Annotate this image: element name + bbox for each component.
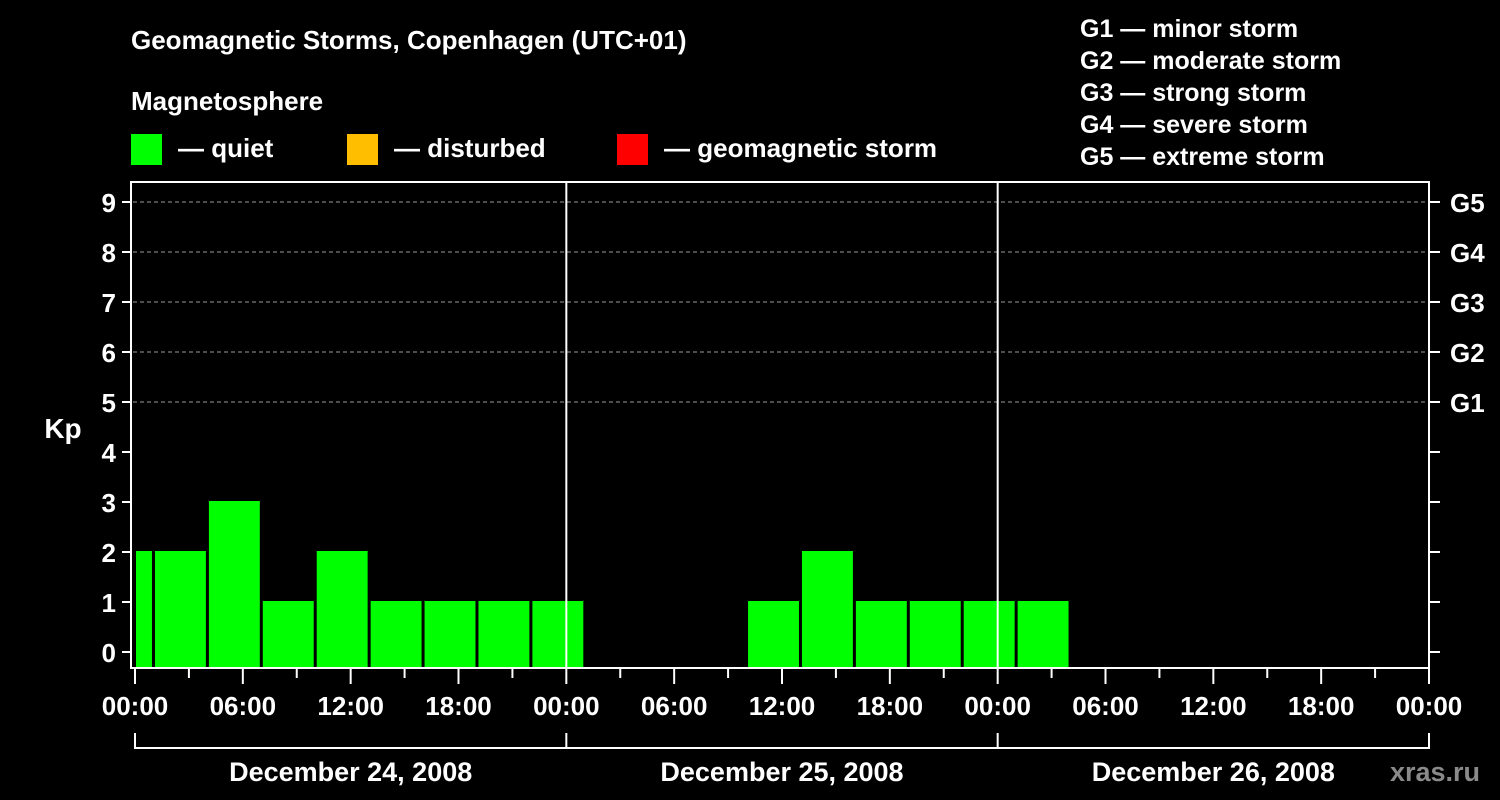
legend: — quiet — disturbed — geomagnetic storm	[131, 133, 937, 165]
x-tick-label: 18:00	[857, 691, 924, 721]
bar	[1017, 601, 1069, 667]
legend-item-quiet: — quiet	[131, 133, 274, 165]
plot-frame	[130, 181, 1430, 669]
storm-axis: G1 G2 G3 G4 G5	[1429, 188, 1485, 653]
day-axis: December 24, 2008 December 25, 2008 Decemb…	[134, 733, 1430, 787]
legend-item-disturbed: — disturbed	[347, 133, 546, 165]
bar	[909, 601, 961, 667]
x-tick-label: 00:00	[102, 691, 169, 721]
storm-level-label-g1: G1	[1450, 388, 1485, 418]
storm-scale-g5: G5 — extreme storm	[1080, 143, 1325, 171]
bar	[136, 551, 152, 667]
x-tick-label: 06:00	[641, 691, 708, 721]
day-label: December 26, 2008	[1092, 757, 1335, 787]
storm-scale-list: G1 — minor storm G2 — moderate storm G3 …	[1080, 15, 1341, 171]
day-label: December 24, 2008	[229, 757, 472, 787]
x-tick-label: 12:00	[317, 691, 384, 721]
x-tick-label: 00:00	[1396, 691, 1463, 721]
chart-title: Geomagnetic Storms, Copenhagen (UTC+01)	[131, 25, 686, 55]
storm-scale-g2: G2 — moderate storm	[1080, 47, 1341, 75]
bars	[136, 501, 1069, 667]
y-tick-label: 7	[102, 288, 116, 318]
storm-level-label-g2: G2	[1450, 338, 1485, 368]
storm-level-label-g4: G4	[1450, 238, 1485, 268]
legend-label-disturbed: — disturbed	[394, 133, 546, 163]
y-tick-label: 2	[102, 538, 116, 568]
y-tick-label: 4	[102, 438, 117, 468]
bar	[748, 601, 799, 667]
legend-heading: Magnetosphere	[131, 86, 323, 116]
legend-label-storm: — geomagnetic storm	[664, 133, 937, 163]
x-tick-label: 18:00	[425, 691, 492, 721]
bar	[801, 551, 853, 667]
bar	[154, 551, 206, 667]
storm-scale-g1: G1 — minor storm	[1080, 15, 1298, 43]
day-label: December 25, 2008	[660, 757, 903, 787]
y-tick-label: 3	[102, 488, 116, 518]
bar	[424, 601, 476, 667]
storm-scale-g3: G3 — strong storm	[1080, 79, 1306, 107]
bar	[262, 601, 314, 667]
legend-swatch-disturbed	[347, 134, 378, 165]
x-axis: 00:00 06:00 12:00 18:00 00:00 06:00 12:00 18:00…	[102, 668, 1463, 721]
y-tick-label: 8	[102, 238, 116, 268]
storm-level-label-g5: G5	[1450, 188, 1485, 218]
legend-label-quiet: — quiet	[178, 133, 274, 163]
legend-swatch-quiet	[131, 134, 162, 165]
y-tick-label: 0	[102, 638, 116, 668]
x-tick-label: 12:00	[1180, 691, 1247, 721]
y-tick-label: 9	[102, 188, 116, 218]
y-axis-label: Kp	[44, 413, 81, 444]
x-tick-label: 00:00	[964, 691, 1031, 721]
bar	[208, 501, 260, 667]
bar	[370, 601, 422, 667]
legend-swatch-storm	[617, 134, 648, 165]
bar	[963, 601, 1015, 667]
y-tick-label: 5	[102, 388, 116, 418]
x-tick-label: 06:00	[1072, 691, 1139, 721]
legend-item-storm: — geomagnetic storm	[617, 133, 937, 165]
storm-level-label-g3: G3	[1450, 288, 1485, 318]
x-tick-label: 00:00	[533, 691, 600, 721]
y-tick-label: 6	[102, 338, 116, 368]
watermark: xras.ru	[1390, 757, 1480, 787]
bar	[532, 601, 584, 667]
storm-scale-g4: G4 — severe storm	[1080, 111, 1308, 139]
bar	[855, 601, 907, 667]
y-axis: 0 1 2 3 4 5 6 7 8 9	[102, 188, 131, 668]
bar	[478, 601, 530, 667]
grid-lines	[133, 201, 1427, 403]
x-tick-label: 06:00	[210, 691, 277, 721]
y-tick-label: 1	[102, 588, 116, 618]
bar	[316, 551, 368, 667]
x-tick-label: 12:00	[749, 691, 816, 721]
day-separators	[565, 182, 999, 668]
x-tick-label: 18:00	[1288, 691, 1355, 721]
